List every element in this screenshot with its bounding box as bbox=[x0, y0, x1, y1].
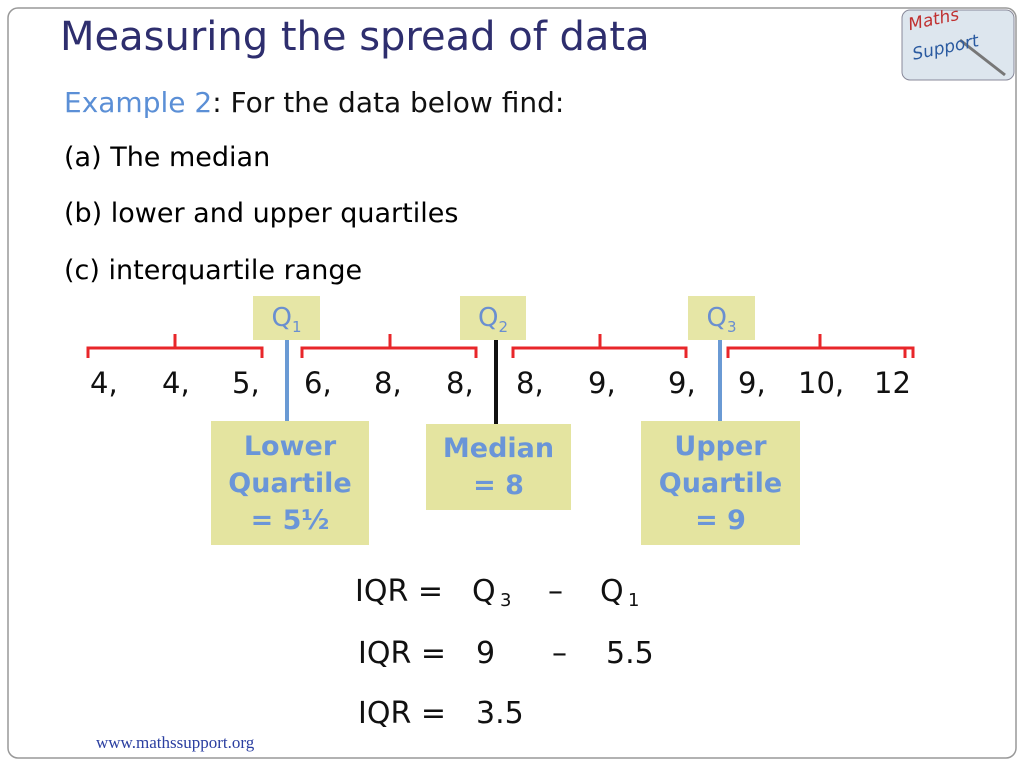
iqr-part: IQR = bbox=[358, 696, 446, 731]
iqr-part: 3 bbox=[500, 590, 512, 611]
bracket bbox=[726, 334, 915, 358]
example-label: Example 2 bbox=[64, 86, 213, 119]
logo-pencil bbox=[959, 38, 1006, 77]
result-box: Median = 8 bbox=[426, 424, 571, 510]
data-value: 8, bbox=[516, 366, 544, 400]
marker-letter: Q bbox=[706, 303, 727, 333]
box-line: Median bbox=[442, 433, 555, 464]
slide-border bbox=[7, 7, 1017, 759]
marker-sub: 1 bbox=[291, 318, 302, 337]
box-line: Quartile bbox=[658, 467, 783, 499]
data-value: 12 bbox=[874, 366, 911, 400]
result-box: Lower Quartile = 5½ bbox=[211, 421, 369, 545]
iqr-part: Q bbox=[600, 574, 624, 609]
iqr-part: IQR = bbox=[358, 636, 446, 671]
bracket bbox=[86, 334, 264, 358]
data-value: 4, bbox=[90, 366, 118, 400]
question: (c) interquartile range bbox=[64, 255, 363, 286]
iqr-part: Q bbox=[472, 574, 496, 609]
data-value: 10, bbox=[798, 366, 845, 400]
data-value: 9, bbox=[588, 366, 616, 400]
iqr-part: 3.5 bbox=[476, 696, 524, 731]
iqr-part: 5.5 bbox=[606, 636, 654, 671]
question: (b) lower and upper quartiles bbox=[64, 198, 459, 229]
marker-sub: 3 bbox=[726, 318, 737, 337]
title: Measuring the spread of data bbox=[60, 14, 650, 60]
iqr-part: 1 bbox=[628, 590, 640, 611]
quartile-marker: Q2 bbox=[460, 296, 526, 340]
example: Example 2: For the data below find: bbox=[64, 86, 564, 119]
bracket bbox=[300, 334, 478, 358]
result-box: Upper Quartile = 9 bbox=[641, 421, 800, 545]
data-value: 9, bbox=[668, 366, 696, 400]
box-line: = 5½ bbox=[250, 504, 330, 536]
bracket bbox=[511, 334, 688, 358]
data-value: 4, bbox=[162, 366, 190, 400]
iqr-part: – bbox=[552, 636, 567, 671]
iqr-part: 9 bbox=[476, 636, 496, 671]
quartile-marker: Q3 bbox=[688, 296, 755, 340]
box-line: Upper bbox=[674, 430, 767, 462]
box-line: = 9 bbox=[695, 504, 746, 536]
box-line: = 8 bbox=[473, 470, 524, 501]
marker-sub: 2 bbox=[498, 318, 508, 337]
data-value: 9, bbox=[738, 366, 766, 400]
example-text: : For the data below find: bbox=[212, 86, 565, 119]
data-value: 5, bbox=[232, 366, 260, 400]
iqr-part: – bbox=[548, 574, 563, 609]
brackets bbox=[86, 334, 915, 358]
quartile-marker: Q1 bbox=[253, 296, 320, 340]
logo-frame bbox=[901, 9, 1015, 81]
box-line: Quartile bbox=[228, 467, 352, 499]
iqr-part: IQR = bbox=[355, 574, 443, 609]
marker-letter: Q bbox=[271, 303, 292, 333]
box-line: Lower bbox=[243, 430, 337, 462]
data-value: 8, bbox=[374, 366, 402, 400]
data-value: 6, bbox=[304, 366, 332, 400]
question: (a) The median bbox=[64, 142, 271, 173]
footer: www.mathssupport.org bbox=[96, 733, 255, 752]
marker-letter: Q bbox=[477, 303, 499, 333]
data-value: 8, bbox=[446, 366, 474, 400]
